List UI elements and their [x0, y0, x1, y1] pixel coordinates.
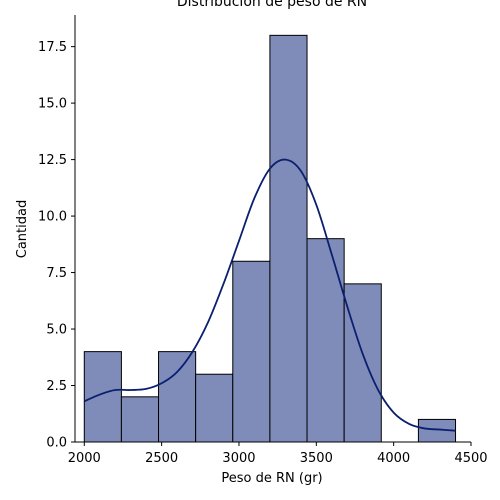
x-tick-label: 3000 [222, 451, 255, 466]
histogram-bar [195, 373, 234, 443]
histogram-bar [232, 260, 271, 443]
x-tick-label: 2000 [68, 451, 101, 466]
histogram-bar [269, 34, 308, 443]
y-axis-ticks: 0.0 2.5 5.0 7.5 10.0 12.5 15.0 17.5 [38, 40, 75, 451]
kde-curve [83, 158, 456, 432]
x-tick-label: 3500 [300, 451, 333, 466]
histogram-bar [83, 351, 122, 443]
y-tick-label: 12.5 [38, 153, 67, 168]
histogram-bars [83, 34, 457, 443]
x-tick-label: 4500 [454, 451, 487, 466]
chart-title: Distribución de peso de RN [177, 0, 367, 10]
y-tick-label: 15.0 [38, 97, 67, 112]
x-tick-label: 2500 [145, 451, 178, 466]
y-tick-label: 0.0 [46, 436, 67, 451]
y-axis-label: Cantidad [15, 200, 30, 258]
histogram-bar [158, 351, 197, 443]
histogram-bar [306, 238, 345, 443]
y-tick-label: 7.5 [46, 266, 67, 281]
x-axis-label: Peso de RN (gr) [221, 471, 322, 486]
y-tick-label: 2.5 [46, 379, 67, 394]
x-axis-ticks: 2000 2500 3000 3500 4000 4500 [68, 442, 488, 466]
y-tick-label: 17.5 [38, 40, 67, 55]
x-tick-label: 4000 [377, 451, 410, 466]
histogram-bar [343, 283, 382, 443]
y-tick-label: 5.0 [46, 323, 67, 338]
histogram-bar [120, 396, 160, 443]
y-tick-label: 10.0 [38, 210, 67, 225]
